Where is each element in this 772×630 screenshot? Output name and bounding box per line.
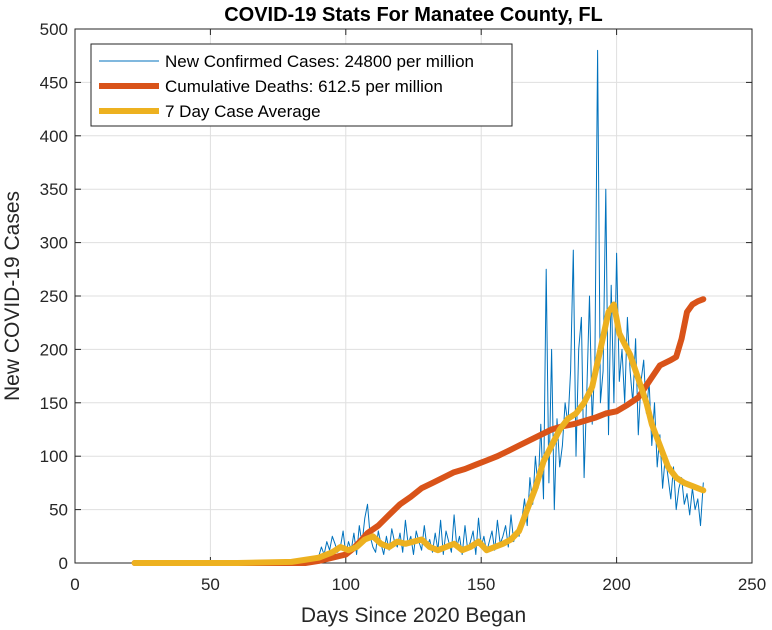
series-lines xyxy=(131,49,707,566)
x-tick-label: 150 xyxy=(467,575,495,594)
axis-ticks: 0 50 100 150 200 250 0 50 100 150 200 250 300 350 400 4… xyxy=(40,20,767,594)
legend-label-new-cases: New Confirmed Cases: 24800 per million xyxy=(165,52,474,71)
y-tick-label: 450 xyxy=(40,73,68,92)
y-tick-label: 500 xyxy=(40,20,68,39)
series-line-new-cases xyxy=(134,49,704,564)
y-tick-label: 0 xyxy=(59,554,68,573)
y-tick-label: 100 xyxy=(40,447,68,466)
y-tick-label: 200 xyxy=(40,340,68,359)
legend-box xyxy=(90,43,513,127)
y-tick-label: 300 xyxy=(40,234,68,253)
y-tick-label: 50 xyxy=(49,501,68,520)
x-axis-title: Days Since 2020 Began xyxy=(301,604,526,627)
x-tick-label: 0 xyxy=(70,575,79,594)
y-axis-title: New COVID-19 Cases xyxy=(1,191,24,401)
chart-title: COVID-19 Stats For Manatee County, FL xyxy=(224,4,603,26)
y-tick-label: 400 xyxy=(40,127,68,146)
legend-label-average: 7 Day Case Average xyxy=(165,102,321,121)
y-tick-label: 150 xyxy=(40,394,68,413)
x-tick-label: 100 xyxy=(332,575,360,594)
x-tick-label: 250 xyxy=(738,575,766,594)
y-tick-label: 250 xyxy=(40,287,68,306)
series-line-avg xyxy=(131,301,707,566)
x-tick-label: 200 xyxy=(602,575,630,594)
legend-label-deaths: Cumulative Deaths: 612.5 per million xyxy=(165,77,443,96)
x-tick-label: 50 xyxy=(201,575,220,594)
legend: New Confirmed Cases: 24800 per million C… xyxy=(90,43,513,127)
y-tick-label: 350 xyxy=(40,180,68,199)
